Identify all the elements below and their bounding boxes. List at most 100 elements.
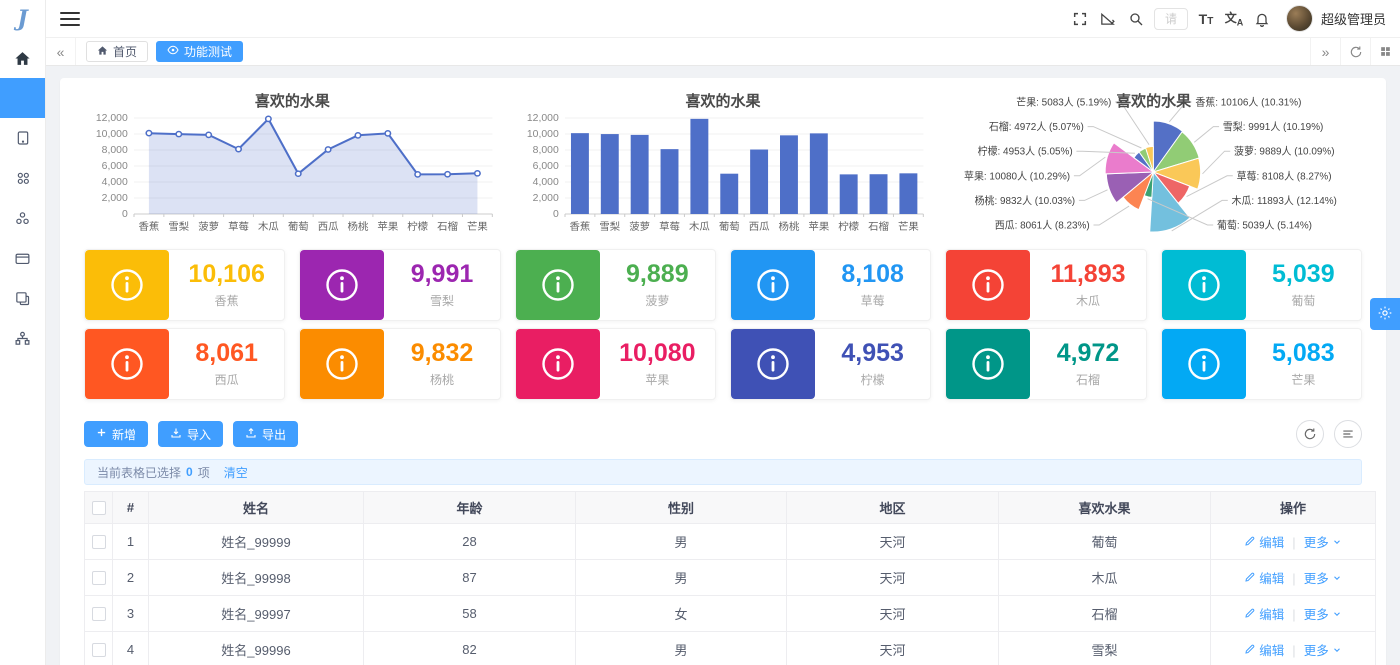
info-icon (85, 250, 169, 320)
sidebar-item-pages[interactable] (0, 278, 45, 318)
sidebar-item-device[interactable] (0, 118, 45, 158)
sidebar-item-active[interactable] (0, 78, 45, 118)
svg-text:12,000: 12,000 (96, 113, 128, 124)
table-row: 2 姓名_99998 87 男天河 木瓜 编辑 | 更多 (84, 559, 1376, 596)
edit-link[interactable]: 编辑 (1244, 604, 1284, 623)
svg-text:葡萄: 5039人 (5.14%): 葡萄: 5039人 (5.14%) (1217, 218, 1312, 231)
tab-function-test[interactable]: 功能测试 (156, 41, 244, 62)
font-size-icon[interactable]: TT (1198, 10, 1214, 27)
edit-link[interactable]: 编辑 (1244, 640, 1284, 659)
edit-link[interactable]: 编辑 (1244, 532, 1284, 551)
svg-text:石榴: 石榴 (437, 220, 458, 233)
stat-label: 芒果 (1291, 372, 1316, 387)
info-icon (300, 329, 385, 399)
components-icon (15, 170, 31, 186)
cell-region: 天河 (786, 631, 999, 665)
bar-chart: 喜欢的水果 0 2,000 4,000 6,000 8,000 10,000 12,000 香… (515, 88, 932, 238)
settings-gear-button[interactable] (1370, 298, 1400, 330)
svg-text:菠萝: 菠萝 (629, 221, 650, 233)
cell-index: 1 (112, 523, 149, 560)
add-button[interactable]: 新增 (84, 421, 149, 447)
svg-text:苹果: 10080人 (10.29%): 苹果: 10080人 (10.29%) (964, 169, 1070, 182)
svg-text:葡萄: 葡萄 (719, 220, 740, 233)
edit-link[interactable]: 编辑 (1244, 568, 1284, 587)
cell-age: 58 (363, 595, 576, 632)
tabs-scroll-left-icon[interactable]: « (46, 38, 76, 65)
more-link[interactable]: 更多 (1304, 640, 1342, 659)
clear-selection-link[interactable]: 清空 (223, 465, 248, 480)
svg-text:西瓜: 西瓜 (748, 221, 769, 233)
cell-fruit: 葡萄 (998, 523, 1211, 560)
refresh-button[interactable] (1296, 420, 1324, 448)
cell-gender: 男 (575, 631, 787, 665)
select-all-checkbox[interactable] (91, 501, 106, 516)
line-chart: 喜欢的水果 0 2,000 4,000 6,000 8,000 10,000 12,000 香… (84, 88, 501, 238)
density-button[interactable] (1334, 420, 1362, 448)
stat-value: 4,972 (1056, 339, 1120, 368)
stat-card-body: 8,061 西瓜 (169, 329, 284, 399)
tabs-refresh-icon[interactable] (1340, 38, 1370, 65)
hamburger-menu-icon[interactable] (60, 11, 80, 26)
svg-text:西瓜: 8061人 (8.23%): 西瓜: 8061人 (8.23%) (995, 219, 1090, 231)
stat-card: 9,991 雪梨 (299, 249, 501, 321)
svg-text:木瓜: 木瓜 (689, 221, 710, 233)
sidebar-item-cluster[interactable] (0, 198, 45, 238)
stat-card: 10,080 苹果 (514, 328, 716, 400)
stat-label: 香蕉 (214, 293, 239, 308)
username[interactable]: 超级管理员 (1320, 12, 1386, 27)
column-header: 姓名 (148, 491, 364, 524)
svg-text:6,000: 6,000 (532, 161, 558, 172)
row-checkbox[interactable] (91, 607, 106, 622)
top-header: TT 文A 超级管理员 (46, 0, 1400, 38)
cell-region: 天河 (786, 523, 999, 560)
sidebar-item-card[interactable] (0, 238, 45, 278)
more-link[interactable]: 更多 (1304, 604, 1342, 623)
svg-text:柠檬: 柠檬 (838, 220, 859, 233)
more-link[interactable]: 更多 (1304, 568, 1342, 587)
main-content: 喜欢的水果 0 2,000 4,000 6,000 8,000 10,000 12,000 香… (46, 66, 1400, 665)
search-input[interactable] (1153, 7, 1188, 30)
tabs-scroll-right-icon[interactable]: » (1310, 38, 1340, 65)
tab-bar: « 首页 功能测试 » (46, 38, 1400, 66)
svg-text:苹果: 苹果 (808, 220, 829, 233)
more-link[interactable]: 更多 (1304, 532, 1342, 551)
info-icon (1161, 250, 1246, 320)
theme-ruler-icon[interactable] (1094, 5, 1122, 33)
row-checkbox[interactable] (91, 571, 106, 586)
bell-icon[interactable] (1248, 5, 1276, 33)
stat-card-body: 10,106 香蕉 (169, 250, 284, 320)
logo[interactable]: J (0, 0, 45, 38)
sidebar-item-components[interactable] (0, 158, 45, 198)
stat-card: 5,083 芒果 (1160, 328, 1362, 400)
svg-text:芒果: 芒果 (898, 220, 919, 233)
stat-card: 8,108 草莓 (729, 249, 932, 321)
svg-text:柠檬: 柠檬 (407, 220, 428, 233)
svg-text:菠萝: 9889人 (10.09%): 菠萝: 9889人 (10.09%) (1234, 145, 1335, 157)
svg-text:西瓜: 西瓜 (318, 221, 339, 233)
svg-text:木瓜: 11893人 (12.14%): 木瓜: 11893人 (12.14%) (1232, 195, 1337, 207)
info-icon (85, 329, 169, 399)
row-checkbox[interactable] (91, 643, 106, 658)
table-header-row: # 姓名 年龄 性别 地区 喜欢水果 操作 (84, 491, 1376, 524)
export-button[interactable]: 导出 (233, 421, 299, 447)
stat-card-body: 9,832 杨桃 (384, 329, 499, 399)
svg-text:杨桃: 杨桃 (778, 220, 799, 233)
sidebar-item-orgchart[interactable] (0, 318, 45, 358)
language-icon[interactable]: 文A (1224, 11, 1244, 28)
tabs-grid-icon[interactable] (1370, 38, 1400, 65)
action-divider: | (1292, 535, 1296, 551)
tab-home[interactable]: 首页 (86, 41, 149, 62)
search-icon[interactable] (1122, 5, 1150, 33)
sidebar-item-home[interactable] (0, 38, 45, 78)
info-icon (300, 250, 385, 320)
stat-label: 柠檬 (860, 372, 885, 387)
svg-text:石榴: 石榴 (868, 220, 889, 233)
row-checkbox[interactable] (91, 535, 106, 550)
stat-value: 8,108 (841, 260, 904, 289)
svg-text:2,000: 2,000 (532, 193, 558, 204)
fullscreen-icon[interactable] (1066, 5, 1094, 33)
avatar[interactable] (1285, 5, 1313, 32)
cell-index: 2 (112, 559, 149, 596)
import-button[interactable]: 导入 (158, 421, 224, 447)
